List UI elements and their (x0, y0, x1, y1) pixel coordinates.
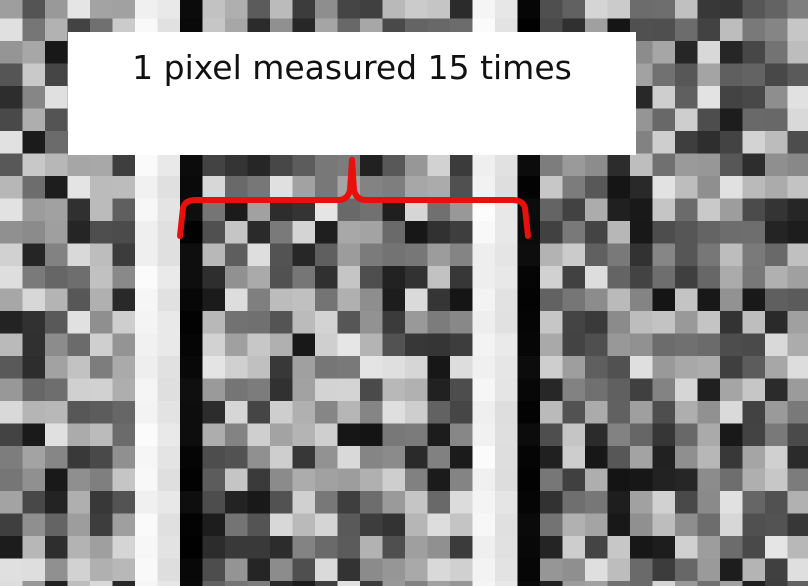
zoomed-image: 1 pixel measured 15 times (0, 0, 808, 586)
brace-layer (0, 0, 808, 586)
red-brace (180, 160, 528, 236)
